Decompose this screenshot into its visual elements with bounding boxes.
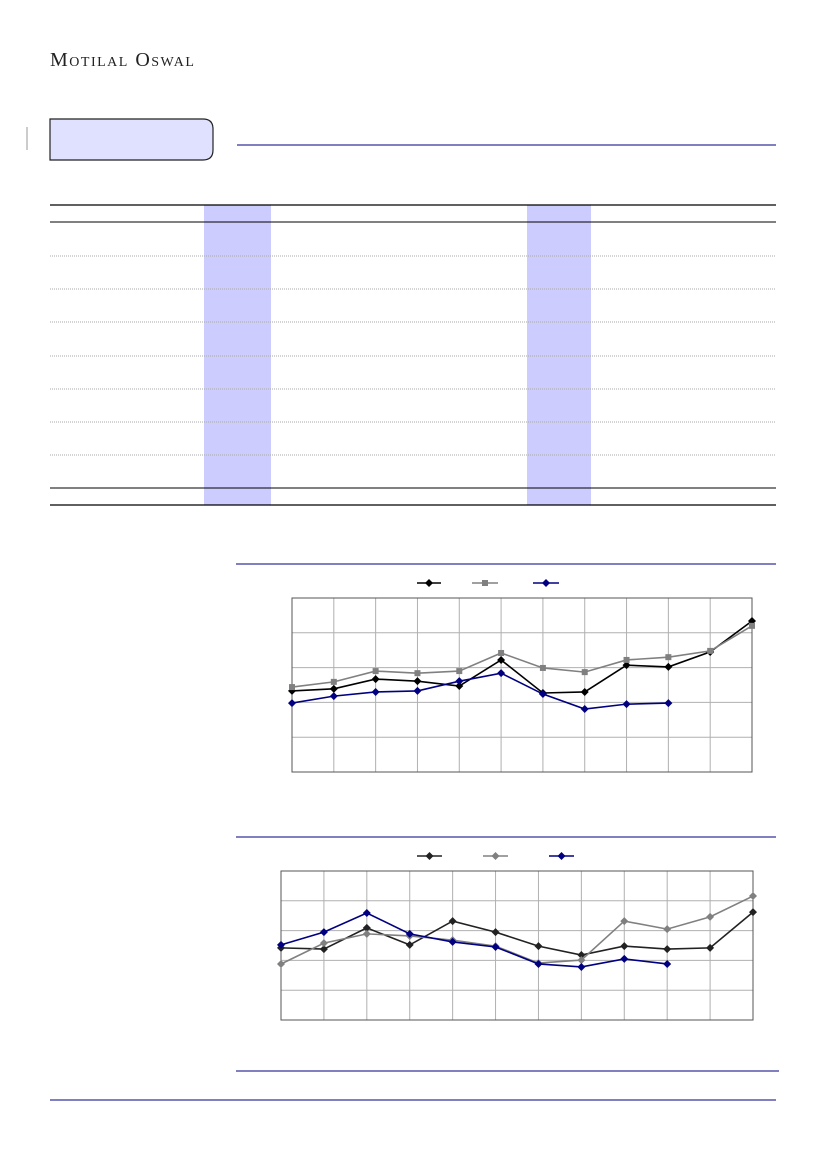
marker [362,909,371,918]
series-line [280,912,668,968]
marker [413,677,422,686]
marker [277,940,285,949]
highlight-column [204,205,271,505]
marker [329,684,338,693]
marker [372,668,379,675]
marker [491,942,500,951]
table [50,204,776,506]
marker [749,908,757,917]
chart [288,579,756,773]
marker [664,699,673,708]
marker [330,678,337,685]
marker [623,656,630,663]
marker [707,647,714,654]
marker [362,923,371,932]
plot-frame [280,870,754,1021]
series-line [291,625,753,688]
marker [534,959,543,968]
marker [665,654,672,661]
marker [538,690,547,699]
marker [455,682,464,691]
highlight-column [527,205,591,505]
marker [405,940,414,949]
marker [371,675,380,684]
marker [413,686,422,695]
marker [448,937,457,946]
marker [371,687,380,696]
marker [319,939,328,948]
marker [277,959,285,968]
marker [622,700,631,709]
marker [319,928,328,937]
marker [319,945,328,954]
plot-frame [291,597,753,773]
marker [497,669,506,678]
marker [497,655,506,664]
series-line [291,620,753,694]
marker [288,699,296,708]
marker [706,943,715,952]
marker [534,942,543,951]
section-box [49,118,214,161]
marker [580,705,589,714]
series-line [280,911,754,956]
marker [620,917,629,926]
chart [277,852,757,1021]
marker [577,962,586,971]
marker [498,649,505,656]
marker [581,669,588,676]
marker [456,668,463,675]
logo: Motilal Oswal [50,49,195,71]
marker [663,945,672,954]
marker [663,959,672,968]
marker [622,661,631,670]
marker [448,917,457,926]
marker [577,951,586,960]
marker [539,664,546,671]
marker [329,692,338,701]
marker [706,912,715,921]
legend-marker [491,852,500,860]
legend-marker [482,580,488,586]
marker [620,942,629,951]
marker [663,925,672,934]
marker [749,892,757,901]
marker [414,670,421,677]
series-line [280,895,754,965]
row-rules [50,255,776,456]
legend-marker [425,852,434,860]
marker [289,684,295,691]
marker [580,687,589,696]
marker [491,928,500,937]
legend-marker [557,852,566,860]
marker [749,622,755,629]
marker [620,954,629,963]
marker [664,662,673,671]
series-line [291,672,669,710]
marker [405,929,414,938]
marker [577,956,586,965]
marker [362,929,371,938]
legend-marker [542,579,550,587]
marker [455,677,464,686]
legend-marker [425,579,433,587]
